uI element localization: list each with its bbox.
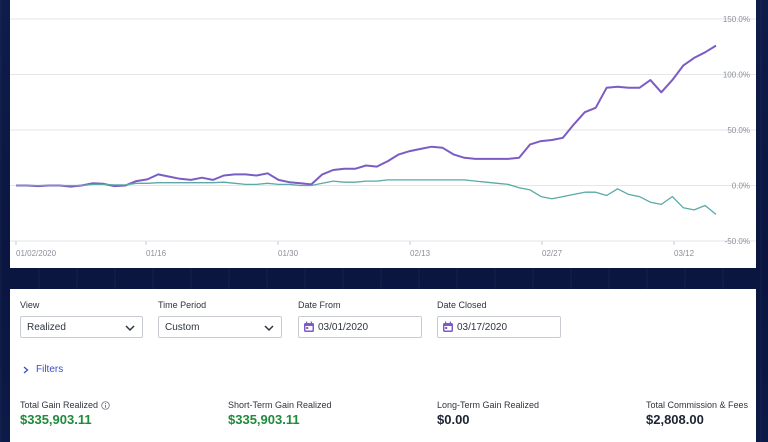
total-commission-fees-value: $2,808.00 (646, 412, 704, 427)
x-tick-label: 03/12 (674, 249, 695, 258)
chevron-down-icon (264, 325, 274, 332)
calendar-icon (443, 321, 453, 332)
long-term-gain-realized-label: Long-Term Gain Realized (437, 400, 540, 410)
view-select[interactable]: Realized (20, 316, 143, 338)
chevron-right-icon (23, 366, 29, 373)
y-tick-label: 100.0% (723, 71, 750, 80)
x-tick-label: 01/30 (278, 249, 299, 258)
time-period-select[interactable]: Custom (158, 316, 282, 338)
long-term-gain-realized-value: $0.00 (437, 412, 470, 427)
stat-label-text: Total Gain Realized (20, 400, 99, 410)
y-tick-label: -50.0% (725, 237, 750, 246)
x-tick-label: 02/27 (542, 249, 563, 258)
date-closed-value: 03/17/2020 (457, 321, 508, 333)
calendar-icon (304, 321, 314, 332)
controls-panel: View Realized Time Period Custom Date Fr… (10, 289, 756, 442)
total-gain-realized-value: $335,903.11 (20, 412, 92, 427)
chart-svg: 150.0% 100.0% 50.0% 0.0% -50.0% 01/02/2020 01… (10, 15, 756, 258)
time-period-label: Time Period (158, 300, 207, 310)
y-tick-label: 0.0% (732, 182, 750, 191)
view-select-value: Realized (27, 321, 66, 333)
short-term-gain-realized-value: $335,903.11 (228, 412, 300, 427)
total-commission-fees-label: Total Commission & Fees (646, 400, 749, 410)
portfolio-series-line (16, 44, 717, 188)
y-tick-label: 50.0% (727, 126, 750, 135)
filters-toggle[interactable]: Filters (22, 364, 63, 375)
chevron-down-icon (125, 325, 135, 332)
date-from-value: 03/01/2020 (318, 321, 369, 333)
date-closed-field[interactable]: 03/17/2020 (437, 316, 561, 338)
total-gain-realized-label: Total Gain Realized (20, 400, 110, 410)
view-label: View (20, 300, 40, 310)
x-tick-label: 01/16 (146, 249, 167, 258)
filters-label: Filters (36, 364, 64, 375)
date-from-field[interactable]: 03/01/2020 (298, 316, 422, 338)
date-closed-label: Date Closed (437, 300, 487, 310)
x-tick-label: 01/02/2020 (16, 249, 57, 258)
y-tick-label: 150.0% (723, 15, 750, 24)
time-period-select-value: Custom (165, 321, 200, 333)
date-from-label: Date From (298, 300, 341, 310)
benchmark-series-line (16, 179, 717, 215)
info-icon[interactable] (101, 400, 110, 410)
short-term-gain-realized-label: Short-Term Gain Realized (228, 400, 332, 410)
performance-chart: 150.0% 100.0% 50.0% 0.0% -50.0% 01/02/2020 01… (10, 0, 756, 268)
x-tick-label: 02/13 (410, 249, 431, 258)
